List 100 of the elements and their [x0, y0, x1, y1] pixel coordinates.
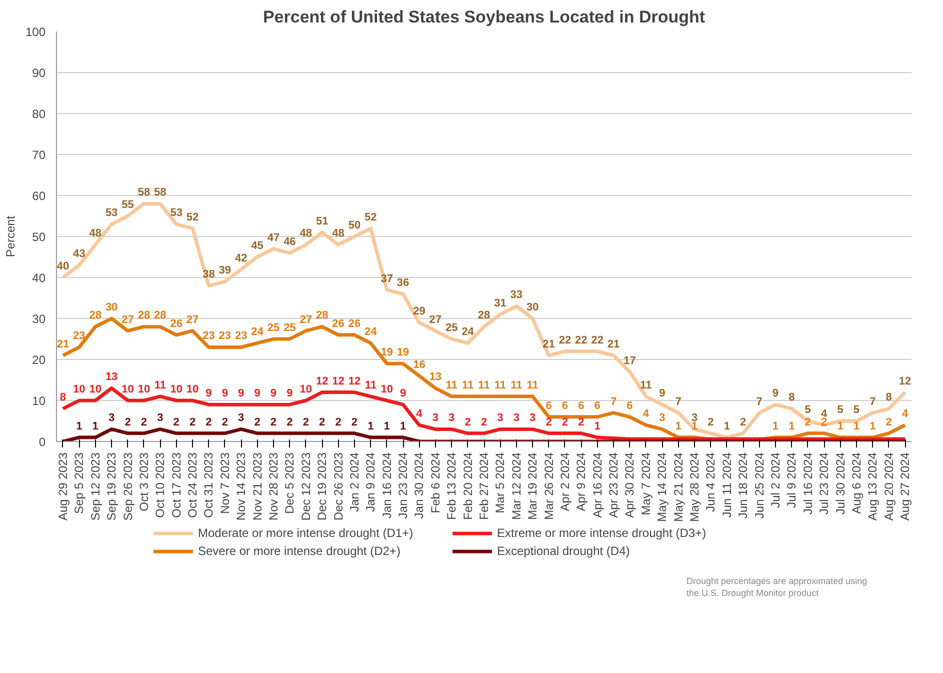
data-label: 21 [607, 338, 620, 350]
data-label: 28 [478, 310, 490, 322]
data-label: 2 [222, 416, 228, 428]
data-label: 39 [218, 264, 232, 277]
data-label: 1 [691, 420, 698, 432]
data-label: 10 [186, 384, 199, 396]
data-label: 6 [562, 400, 568, 412]
x-tick-label: Jun 11 2024 [720, 452, 734, 518]
data-label: 11 [364, 379, 376, 392]
data-label: 23 [202, 330, 215, 342]
data-label: 48 [332, 228, 344, 240]
x-tick-label: Dec 5 2023 [282, 452, 297, 514]
data-label: 22 [591, 334, 604, 346]
data-label: 26 [170, 318, 182, 330]
x-tick-label: Sep 12 2023 [88, 452, 102, 521]
data-label: 43 [73, 248, 86, 260]
data-label: 3 [497, 412, 504, 424]
x-tick-label: Jan 2 2024 [347, 452, 362, 512]
data-label: 9 [270, 388, 277, 400]
data-label: 40 [56, 260, 70, 272]
data-label: 51 [316, 215, 328, 228]
x-tick-label: Aug 29 2023 [56, 452, 70, 521]
legend-label: Exceptional drought (D4) [497, 544, 631, 558]
data-label: 3 [448, 412, 455, 424]
data-label: 46 [284, 236, 296, 248]
y-tick-label: 0 [38, 435, 46, 449]
x-tick-label: Feb 27 2024 [477, 452, 491, 520]
data-label: 4 [416, 408, 424, 420]
data-label: 1 [772, 420, 779, 432]
data-label: 52 [186, 211, 199, 224]
x-tick-label: Jan 23 2024 [396, 452, 410, 519]
data-label: 19 [380, 346, 393, 359]
data-label: 42 [234, 252, 248, 264]
data-label: 1 [724, 420, 730, 432]
x-tick-label: Aug 6 2024 [849, 452, 864, 514]
data-label: 47 [267, 232, 280, 244]
data-label: 25 [284, 322, 296, 334]
x-tick-label: Oct 10 2023 [153, 452, 168, 518]
x-tick-label: Nov 7 2023 [218, 452, 232, 514]
y-tick-label: 20 [32, 353, 46, 367]
x-tick-label: Sep 26 2023 [120, 452, 135, 521]
data-label: 30 [105, 302, 118, 314]
data-label: 7 [870, 396, 876, 408]
data-label: 5 [804, 404, 811, 416]
data-label: 1 [853, 420, 860, 432]
data-label: 2 [286, 416, 293, 428]
data-label: 10 [170, 384, 182, 396]
y-tick-label: 30 [32, 312, 46, 326]
chart-title: Percent of United States Soybeans Located in Drought [262, 8, 706, 26]
data-label: 28 [316, 310, 328, 322]
x-tick-label: Mar 19 2024 [526, 452, 540, 520]
data-label: 10 [122, 384, 134, 396]
x-tick-label: Apr 2 2024 [558, 452, 572, 512]
data-label: 9 [254, 388, 260, 400]
data-label: 33 [510, 289, 523, 302]
data-label: 9 [222, 388, 228, 400]
data-label: 2 [319, 416, 326, 428]
x-tick-label: Aug 20 2024 [882, 452, 896, 521]
data-label: 36 [396, 276, 410, 289]
data-label: 24 [251, 326, 264, 338]
data-label: 1 [788, 420, 795, 432]
data-label: 16 [413, 358, 426, 371]
data-label: 11 [462, 379, 474, 392]
x-tick-label: Apr 23 2024 [606, 452, 621, 518]
data-label: 27 [429, 314, 442, 326]
data-label: 2 [464, 416, 471, 428]
x-tick-label: Jun 18 2024 [736, 452, 750, 519]
x-tick-label: Oct 17 2023 [169, 452, 184, 518]
data-label: 2 [206, 416, 212, 428]
data-label: 22 [575, 334, 588, 346]
x-tick-label: Jul 30 2024 [833, 452, 848, 515]
data-label: 8 [886, 392, 892, 404]
data-label: 5 [853, 404, 860, 416]
x-tick-label: Jul 16 2024 [800, 452, 815, 515]
data-label: 21 [542, 338, 555, 350]
data-label: 1 [594, 420, 600, 432]
x-tick-label: Apr 30 2024 [622, 452, 637, 518]
data-label: 10 [89, 384, 102, 396]
x-tick-label: Nov 14 2023 [234, 452, 248, 521]
x-tick-label: Sep 19 2023 [104, 452, 119, 521]
data-label: 38 [202, 268, 215, 281]
data-label: 9 [206, 388, 212, 400]
data-label: 27 [300, 314, 312, 326]
data-label: 10 [300, 384, 312, 396]
data-label: 11 [526, 379, 538, 392]
data-label: 1 [837, 420, 844, 432]
data-label: 24 [462, 326, 475, 338]
y-tick-label: 50 [32, 230, 46, 244]
x-tick-label: Jun 25 2024 [752, 452, 766, 519]
data-label: 52 [364, 211, 377, 224]
data-label: 1 [675, 420, 682, 432]
data-label: 28 [138, 310, 150, 322]
data-label: 2 [351, 416, 358, 428]
y-axis-title: Percent [3, 215, 18, 258]
data-label: 11 [640, 379, 652, 392]
legend-label: Moderate or more intense drought (D1+) [198, 526, 414, 540]
legend-label: Extreme or more intense drought (D3+) [497, 526, 708, 540]
data-label: 1 [400, 420, 406, 432]
x-tick-label: Jan 9 2024 [364, 452, 378, 512]
data-label: 9 [659, 388, 666, 400]
